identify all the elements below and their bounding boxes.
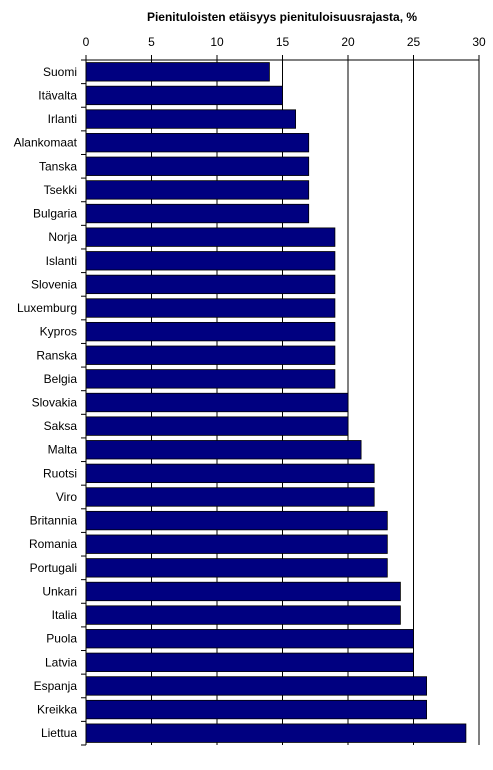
- bar: [85, 605, 401, 625]
- category-label: Luxemburg: [17, 301, 77, 315]
- bar: [85, 652, 414, 672]
- axes: [81, 55, 480, 746]
- bar: [85, 321, 336, 342]
- bar: [85, 629, 414, 649]
- category-label: Bulgaria: [33, 207, 77, 221]
- x-tick-label: 5: [148, 35, 155, 49]
- bar: [85, 251, 336, 271]
- bar: [85, 463, 375, 484]
- bar: [85, 392, 349, 413]
- bar: [85, 558, 388, 578]
- category-label: Islanti: [46, 254, 77, 268]
- category-label: Saksa: [44, 419, 78, 433]
- x-tick-label: 0: [83, 35, 90, 49]
- bar: [85, 369, 336, 389]
- bar: [85, 133, 310, 153]
- bar: [85, 109, 297, 129]
- category-label: Unkari: [42, 584, 77, 598]
- bar: [85, 156, 310, 176]
- bar: [85, 581, 401, 602]
- category-label: Viro: [56, 490, 77, 504]
- x-tick-label: 20: [341, 35, 355, 49]
- bars: [85, 62, 467, 743]
- category-label: Norja: [48, 230, 77, 244]
- category-label: Tsekki: [44, 183, 77, 197]
- category-label: Itävalta: [38, 88, 77, 102]
- category-label: Ruotsi: [43, 466, 77, 480]
- category-label: Alankomaat: [14, 136, 78, 150]
- category-label: Espanja: [34, 679, 78, 693]
- bar: [85, 699, 428, 720]
- x-tick-label: 25: [407, 35, 421, 49]
- category-label: Latvia: [45, 655, 77, 669]
- bar: [85, 62, 270, 82]
- x-tick-label: 10: [210, 35, 224, 49]
- category-label: Kreikka: [37, 703, 77, 717]
- category-label: Italia: [52, 608, 78, 622]
- bar: [85, 416, 349, 436]
- category-label: Malta: [48, 443, 78, 457]
- bar: [85, 487, 375, 507]
- bar: [85, 440, 362, 460]
- category-label: Tanska: [39, 159, 77, 173]
- bar: [85, 534, 388, 554]
- category-label: Ranska: [36, 348, 77, 362]
- labels: 0 5 10 15 20 25 30 Suomi Itävalta Irlanti Alankoma…: [14, 35, 486, 740]
- x-tick-label: 30: [472, 35, 486, 49]
- category-label: Puola: [46, 632, 77, 646]
- category-label: Suomi: [43, 65, 77, 79]
- category-label: Irlanti: [48, 112, 77, 126]
- category-label: Romania: [29, 537, 77, 551]
- bar: [85, 274, 336, 295]
- category-label: Belgia: [44, 372, 78, 386]
- chart-title: Pienituloisten etäisyys pienituloisuusra…: [147, 10, 417, 24]
- category-label: Liettua: [41, 726, 77, 740]
- bar: [85, 180, 310, 200]
- category-label: Slovakia: [32, 396, 78, 410]
- bar: [85, 203, 310, 224]
- x-tick-label: 15: [276, 35, 290, 49]
- bar: [85, 723, 467, 743]
- bar: [85, 298, 336, 318]
- category-label: Slovenia: [31, 277, 77, 291]
- bar: [85, 227, 336, 247]
- bar: [85, 510, 388, 531]
- bar: [85, 345, 336, 365]
- category-label: Kypros: [40, 325, 77, 339]
- category-label: Portugali: [30, 561, 77, 575]
- bar: [85, 85, 283, 106]
- bar: [85, 676, 428, 696]
- category-label: Britannia: [30, 514, 78, 528]
